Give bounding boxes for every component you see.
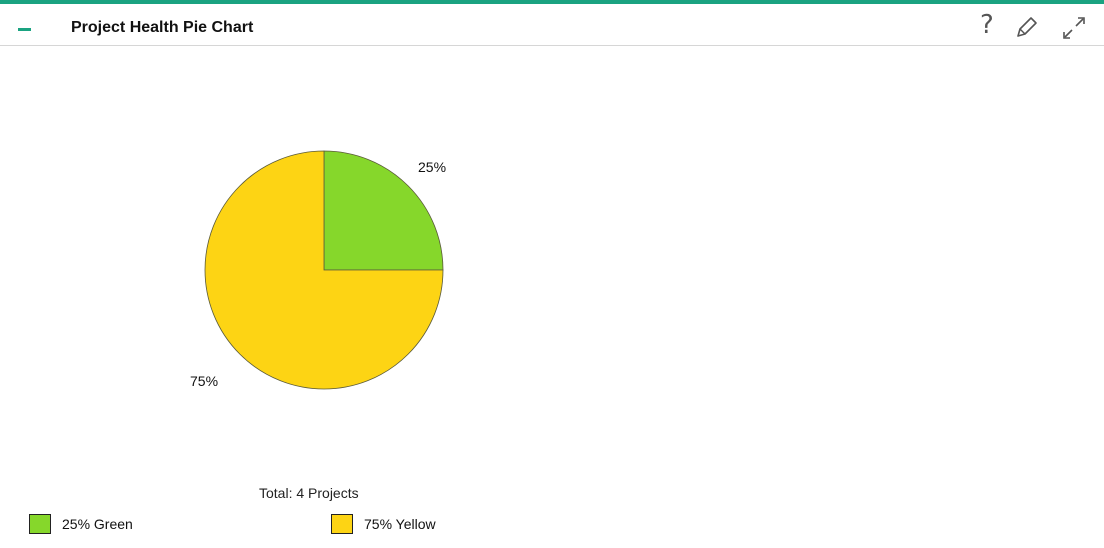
pencil-icon[interactable]	[1012, 14, 1040, 42]
page-title: Project Health Pie Chart	[71, 19, 254, 36]
pie-chart: 25% 75%	[190, 150, 446, 390]
minus-icon[interactable]	[14, 18, 34, 38]
expand-icon[interactable]	[1060, 14, 1088, 42]
legend-swatch-green	[29, 514, 51, 534]
legend-label-yellow: 75% Yellow	[364, 516, 436, 532]
pie-slice-green[interactable]	[323, 150, 444, 271]
slice-label-green: 25%	[418, 159, 446, 175]
total-projects-label: Total: 4 Projects	[259, 485, 359, 501]
portlet-header: Project Health Pie Chart ?	[0, 8, 1104, 46]
pie-slice-yellow[interactable]	[204, 150, 444, 390]
legend-label-green: 25% Green	[62, 516, 133, 532]
legend-swatch-yellow	[331, 514, 353, 534]
help-icon[interactable]: ?	[980, 10, 994, 40]
slice-label-yellow: 75%	[190, 373, 218, 389]
